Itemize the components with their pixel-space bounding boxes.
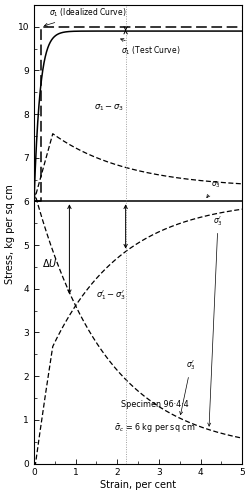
Y-axis label: Stress, kg per sq cm: Stress, kg per sq cm — [5, 184, 15, 284]
Text: $\Delta U$: $\Delta U$ — [42, 256, 58, 269]
Text: $\sigma_3$: $\sigma_3$ — [207, 180, 221, 198]
Text: $\sigma_1 - \sigma_3$: $\sigma_1 - \sigma_3$ — [94, 102, 124, 113]
Text: $\bar{\sigma}_c$ = 6 kg per sq cm: $\bar{\sigma}_c$ = 6 kg per sq cm — [114, 421, 196, 434]
Text: $\sigma_1' - \sigma_3'$: $\sigma_1' - \sigma_3'$ — [96, 289, 126, 302]
Text: Specimen 96·4·4: Specimen 96·4·4 — [121, 400, 188, 409]
Text: $\sigma_3'$: $\sigma_3'$ — [208, 214, 223, 426]
Text: $\sigma_1$ (Test Curve): $\sigma_1$ (Test Curve) — [120, 39, 181, 57]
X-axis label: Strain, per cent: Strain, per cent — [100, 480, 176, 490]
Text: $\sigma_3'$: $\sigma_3'$ — [180, 358, 196, 415]
Text: $\sigma_1$ (Idealized Curve): $\sigma_1$ (Idealized Curve) — [44, 6, 126, 26]
